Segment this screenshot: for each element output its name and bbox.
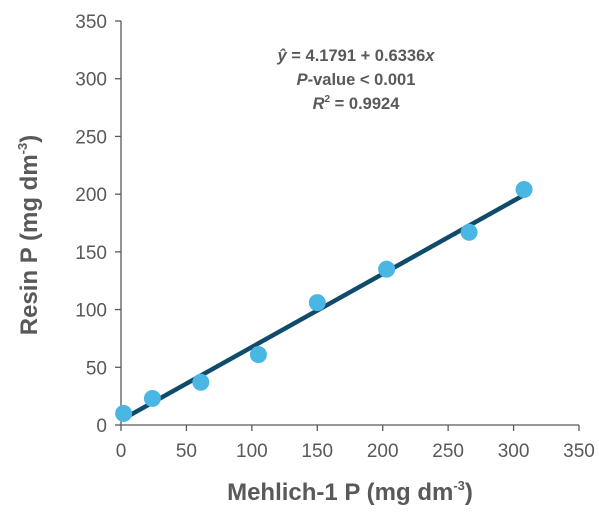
data-point xyxy=(308,294,326,312)
data-point xyxy=(515,181,533,199)
x-tick-label: 50 xyxy=(176,441,197,462)
regression-equation: ŷ = 4.1791 + 0.6336x xyxy=(277,47,436,65)
tick-labels: 0 50 100 150 200 250 300 350 0 50 100 150 200 250 300 3… xyxy=(75,12,595,462)
x-tick-label: 200 xyxy=(367,441,399,462)
data-points xyxy=(115,181,533,422)
y-tick-label: 250 xyxy=(75,127,107,148)
data-point xyxy=(115,404,133,422)
x-tick-label: 250 xyxy=(432,441,464,462)
x-axis-title: Mehlich-1 P (mg dm-3) xyxy=(227,478,473,506)
p-value-label: P-value < 0.001 xyxy=(297,71,416,89)
data-point xyxy=(249,346,267,364)
y-tick-label: 100 xyxy=(75,301,107,322)
data-point xyxy=(192,373,210,391)
y-tick-label: 200 xyxy=(75,185,107,206)
r-squared-label: R2 = 0.9924 xyxy=(313,94,401,113)
y-axis-title: Resin P (mg dm-3) xyxy=(15,135,43,336)
data-point xyxy=(378,260,396,278)
y-tick-label: 0 xyxy=(96,416,107,437)
data-point xyxy=(460,223,478,241)
y-tick-label: 300 xyxy=(75,70,107,91)
axes xyxy=(115,20,580,431)
x-tick-label: 300 xyxy=(498,441,530,462)
y-tick-label: 350 xyxy=(75,12,107,33)
y-tick-label: 50 xyxy=(86,358,107,379)
data-point xyxy=(143,389,161,407)
x-tick-label: 350 xyxy=(563,441,595,462)
x-tick-label: 0 xyxy=(116,441,127,462)
x-tick-label: 100 xyxy=(236,441,268,462)
y-tick-label: 150 xyxy=(75,243,107,264)
x-tick-label: 150 xyxy=(301,441,333,462)
